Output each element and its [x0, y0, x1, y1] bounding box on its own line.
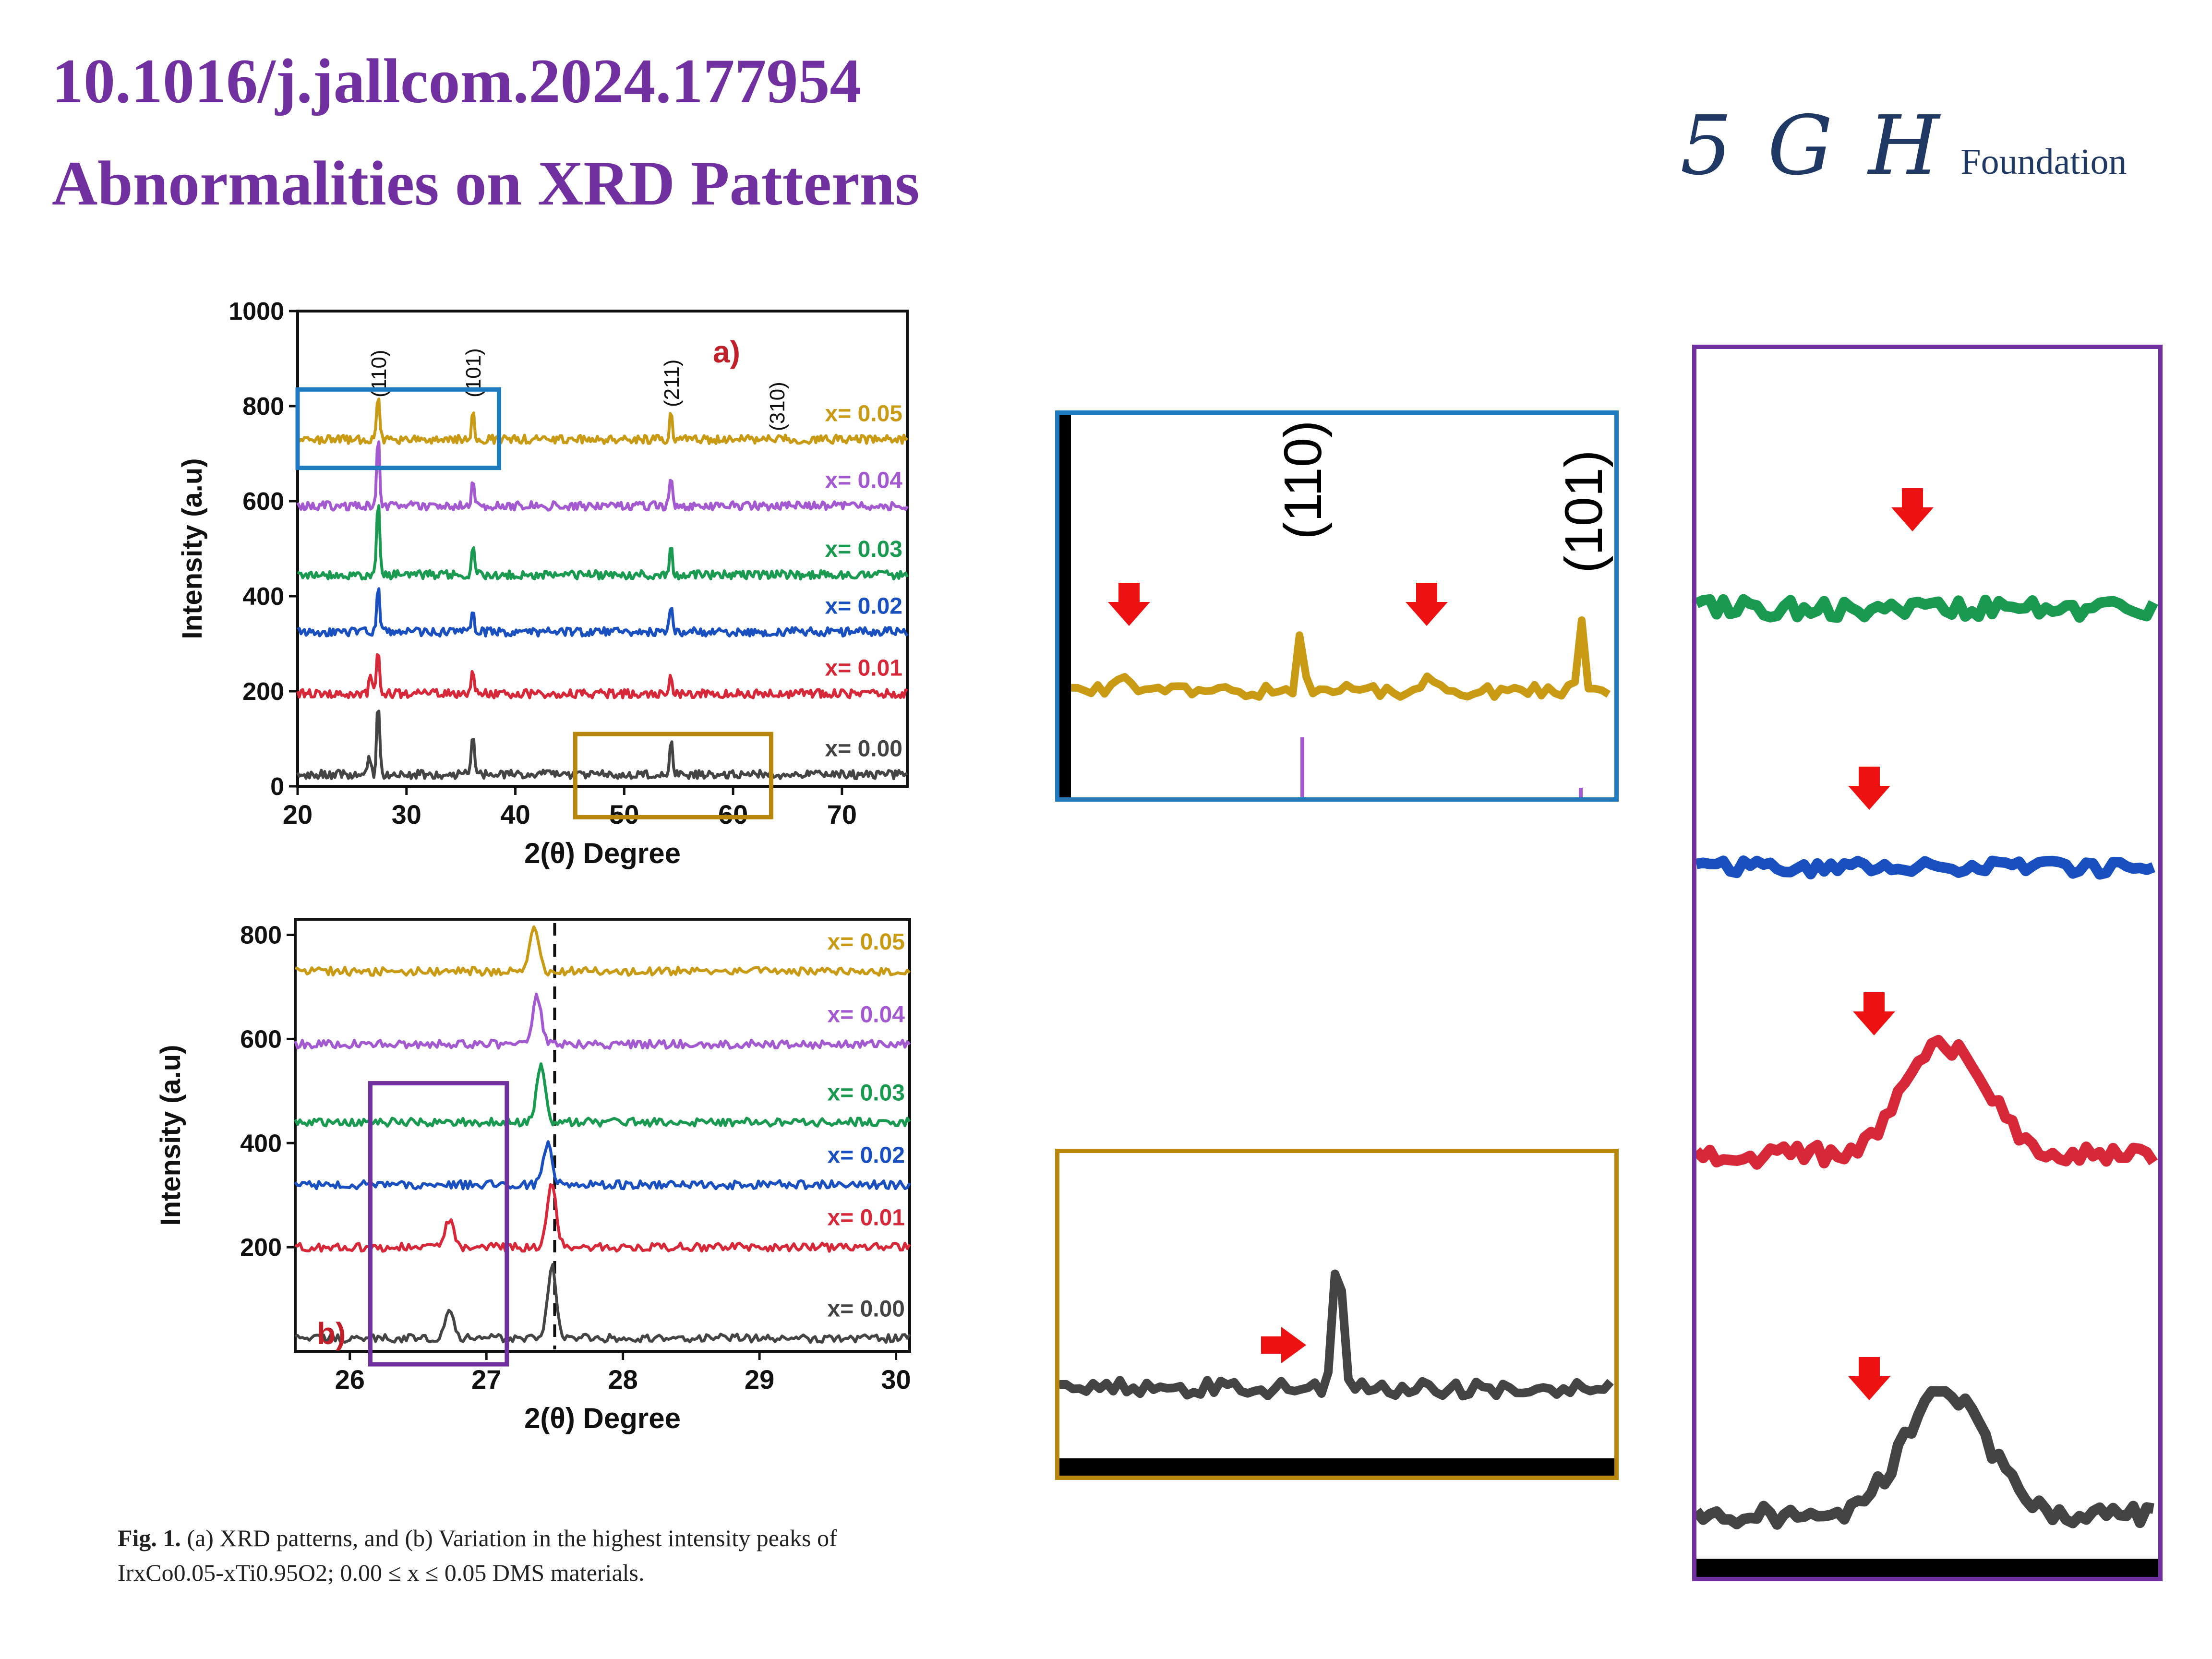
xrd-chart-b: 26 27 28 29 30 200 400 600 800 2(θ) Degree Intensi… — [155, 918, 911, 1434]
zoom-purple-arrow-4 — [1848, 1357, 1890, 1400]
y-tick-label-2: 400 — [242, 583, 284, 611]
highlight-box-0 — [368, 1081, 509, 1367]
highlight-box-1 — [573, 732, 774, 819]
series-line-0 — [294, 1263, 911, 1344]
zoom-purple-arrow-2 — [1848, 767, 1890, 810]
zoom-blue-axis — [1059, 415, 1071, 797]
zoom-purple-trace-x001 — [1696, 1034, 2158, 1170]
plot-frame — [294, 918, 911, 1353]
zoom-blue-trace — [1070, 616, 1611, 701]
series-line-1 — [296, 653, 908, 699]
series-line-5 — [295, 925, 911, 977]
x-tick-label-3: 29 — [745, 1364, 774, 1395]
x-tick-label-1: 30 — [392, 799, 421, 830]
caption-fig-label: Fig. 1. — [118, 1525, 181, 1551]
series-label-0: x= 0.00 — [825, 736, 902, 762]
series-line-2 — [297, 587, 909, 638]
panel-label: a) — [713, 335, 740, 369]
zoom-gold-svg — [1059, 1269, 1614, 1476]
y-tick-label-0: 0 — [270, 773, 284, 801]
x-axis-title: 2(θ) Degree — [524, 1402, 681, 1434]
x-tick-label-0: 20 — [283, 799, 313, 830]
panel-label: b) — [317, 1316, 346, 1351]
x-tick-label-5: 70 — [827, 799, 857, 830]
y-tick-label-3: 800 — [240, 922, 282, 950]
series-line-0 — [296, 709, 908, 781]
zoom-panel-gold — [1055, 1149, 1619, 1480]
series-line-1 — [294, 1183, 911, 1253]
plot-frame — [296, 310, 909, 788]
x-tick-label-1: 27 — [471, 1364, 501, 1395]
highlight-box-0 — [295, 387, 502, 470]
y-tick-label-2: 600 — [240, 1025, 282, 1053]
peak-label-3: (310) — [766, 382, 789, 431]
zoom-purple-trace-x003 — [1696, 594, 2158, 623]
zoom-blue-arrow-2 — [1406, 583, 1448, 626]
x-tick-label-3: 50 — [609, 799, 639, 830]
y-axis-title: Intensity (a.u) — [177, 458, 208, 639]
peak-label-2: (211) — [660, 360, 684, 407]
series-label-4: x= 0.04 — [828, 1002, 905, 1028]
caption-line-1: (a) XRD patterns, and (b) Variation in t… — [187, 1525, 837, 1551]
zoom-purple-svg — [1696, 488, 2158, 1577]
zoom-gold-trace — [1059, 1269, 1614, 1401]
series-line-2 — [294, 1140, 911, 1190]
series-line-3 — [294, 1062, 911, 1128]
zoom-blue-purple-peak-stub — [1300, 737, 1304, 797]
series-line-4 — [294, 992, 911, 1050]
zoom-panel-purple — [1692, 345, 2163, 1581]
x-tick-label-2: 28 — [608, 1364, 638, 1395]
series-label-0: x= 0.00 — [828, 1296, 905, 1322]
series-label-2: x= 0.02 — [825, 594, 902, 619]
logo-mark: 5 G H — [1680, 98, 1945, 193]
x-tick-label-4: 60 — [718, 799, 748, 830]
series-line-4 — [296, 440, 909, 512]
y-tick-label-4: 800 — [242, 393, 284, 421]
series-line-5 — [296, 397, 908, 445]
zoom-blue-svg: (110) (101) — [1059, 415, 1613, 797]
y-axis-title: Intensity (a.u) — [155, 1045, 186, 1226]
zoom-panel-blue: (110) (101) — [1055, 410, 1619, 802]
zoom-purple-arrow-3 — [1853, 992, 1895, 1035]
x-axis-title: 2(θ) Degree — [524, 837, 681, 869]
series-label-5: x= 0.05 — [828, 929, 905, 955]
zoom-blue-label-101: (101) — [1554, 450, 1613, 573]
zoom-purple-arrow-1 — [1891, 488, 1934, 531]
y-tick-label-1: 200 — [242, 678, 284, 706]
series-label-1: x= 0.01 — [828, 1205, 905, 1231]
series-label-3: x= 0.03 — [825, 537, 902, 562]
logo-word: Foundation — [1960, 142, 2127, 182]
figure-caption: Fig. 1. (a) XRD patterns, and (b) Variat… — [118, 1521, 982, 1590]
series-line-3 — [297, 504, 909, 581]
zoom-gold-axis — [1059, 1458, 1614, 1476]
y-tick-label-3: 600 — [242, 488, 284, 516]
logo: 5 G H Foundation — [1680, 98, 2127, 193]
zoom-blue-arrow-1 — [1108, 583, 1150, 626]
doi-title: 10.1016/j.jallcom.2024.177954 — [52, 46, 862, 116]
y-tick-label-0: 200 — [240, 1234, 282, 1262]
slide-subtitle: Abnormalities on XRD Patterns — [52, 148, 920, 218]
xrd-chart-a: 20 30 40 50 60 70 0 200 400 600 800 1000 2(θ) Degree… — [177, 298, 909, 869]
series-label-1: x= 0.01 — [825, 655, 902, 681]
zoom-purple-trace-x000 — [1696, 1386, 2154, 1530]
series-label-4: x= 0.04 — [825, 468, 903, 493]
caption-line-2: IrxCo0.05-xTi0.95O2; 0.00 ≤ x ≤ 0.05 DMS… — [118, 1559, 645, 1586]
zoom-purple-axis — [1696, 1559, 2158, 1577]
series-label-3: x= 0.03 — [828, 1080, 905, 1106]
zoom-blue-label-110: (110) — [1274, 420, 1333, 540]
zoom-purple-trace-x002 — [1696, 855, 2155, 880]
series-label-5: x= 0.05 — [825, 401, 902, 427]
x-tick-label-0: 26 — [335, 1364, 365, 1395]
zoom-blue-purple-peak-stub-2 — [1579, 788, 1583, 797]
x-tick-label-2: 40 — [500, 799, 530, 830]
x-tick-label-4: 30 — [881, 1364, 911, 1395]
y-tick-label-1: 400 — [240, 1130, 282, 1157]
y-tick-label-5: 1000 — [228, 298, 284, 325]
series-label-2: x= 0.02 — [828, 1142, 905, 1168]
zoom-gold-arrow — [1261, 1327, 1306, 1363]
